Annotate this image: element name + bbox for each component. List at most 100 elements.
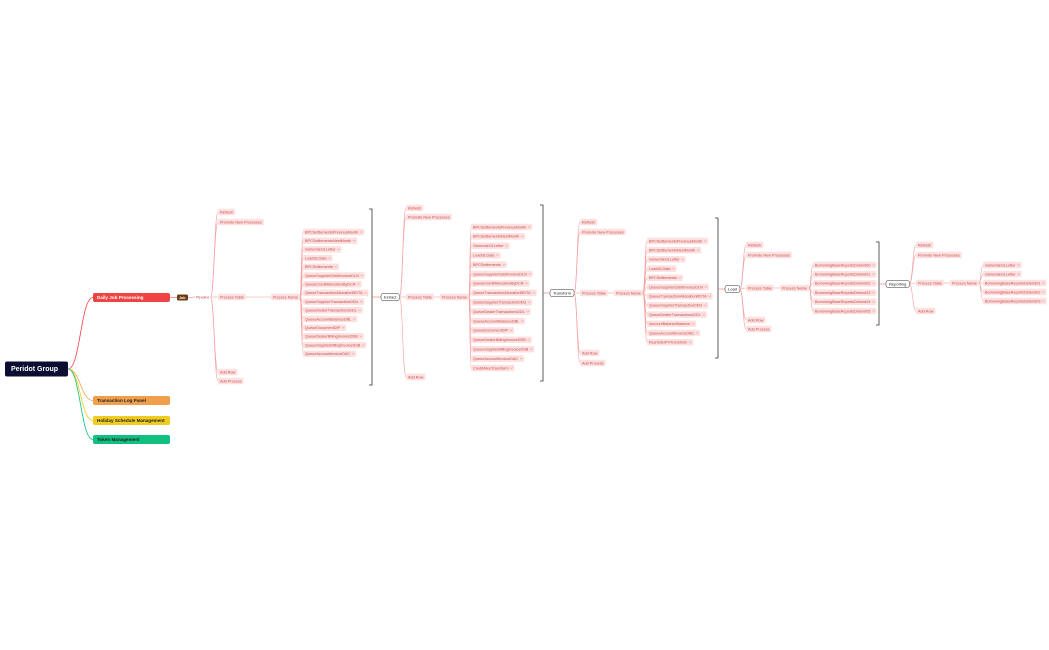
undefined-box xyxy=(303,298,365,305)
chevron-icon xyxy=(337,248,340,251)
undefined-box xyxy=(406,373,426,381)
undefined-box xyxy=(471,251,501,259)
undefined: LoadGLData xyxy=(303,254,333,262)
undefined-box xyxy=(471,242,510,250)
undefined: BorrowingBaseReportsDefund02 xyxy=(813,280,877,287)
undefined: Promote New Processes xyxy=(916,251,962,259)
undefined: BPCSettlementsPreviousMonth xyxy=(647,237,709,245)
chevron-icon xyxy=(1017,264,1020,266)
undefined: Promote New Processes xyxy=(580,228,626,236)
undefined: Process Table xyxy=(580,289,608,297)
stage-hub-label: Pipeline xyxy=(196,295,210,299)
chevron-icon xyxy=(1042,300,1045,302)
undefined: Process Table xyxy=(406,293,434,301)
undefined-box xyxy=(303,289,369,297)
undefined-box xyxy=(471,223,533,231)
connector xyxy=(909,254,917,285)
undefined-label: BorrowingBaseReportsDefund00 xyxy=(815,263,871,267)
branch-node: Transaction Log Panel xyxy=(93,396,170,405)
undefined-box xyxy=(303,254,333,262)
undefined-box xyxy=(471,233,526,240)
undefined-box xyxy=(406,204,424,212)
undefined: QueueAccountInvoiceDAC xyxy=(647,329,701,337)
undefined: Process Name xyxy=(271,293,300,301)
chevron-icon xyxy=(519,357,523,360)
undefined-label: LoadGLData xyxy=(305,256,327,260)
undefined-label: QueueAccountInvoiceDAC xyxy=(649,331,694,335)
undefined-label: QueueAccountBalanceDBL xyxy=(305,317,351,321)
undefined: LoadGLData xyxy=(471,251,501,259)
undefined-label: Add Process xyxy=(748,327,770,331)
undefined: LoadGLData xyxy=(647,265,677,272)
root-node: Peridot Group xyxy=(5,361,68,377)
undefined-box xyxy=(647,256,686,263)
chevron-icon xyxy=(1017,273,1020,275)
chevron-icon xyxy=(520,320,524,322)
undefined-label: BPCSettlementsNextMonth xyxy=(305,239,351,243)
undefined-box xyxy=(303,280,362,288)
undefined-box xyxy=(471,298,533,306)
undefined-box xyxy=(983,261,1022,269)
undefined: QueueDocumentDIP xyxy=(471,327,515,334)
undefined-box xyxy=(647,265,677,272)
undefined-box xyxy=(580,228,626,236)
branch-node-box xyxy=(93,396,170,405)
undefined: BPCSettlementsNextMonth xyxy=(647,246,702,254)
undefined: QueueSupplierDebitInvoiceDLN xyxy=(471,270,533,278)
undefined-label: QueueSupplierDebitInvoiceDLN xyxy=(649,285,703,289)
undefined-box xyxy=(303,272,365,279)
undefined: Refresh xyxy=(746,241,764,249)
connector xyxy=(210,296,219,382)
undefined-label: Add Process xyxy=(582,361,604,365)
undefined-label: BPCSettlements xyxy=(649,276,677,280)
branch-node-box xyxy=(93,416,170,425)
undefined-label: GenerateGLLetter xyxy=(473,244,504,248)
undefined-box xyxy=(813,261,877,269)
undefined: GenerateGLLetter xyxy=(471,242,510,250)
undefined: QueueAccountBalanceDBL xyxy=(303,315,358,323)
chevron-icon xyxy=(696,249,700,252)
undefined-label: QueueSupplierTransactionDDU xyxy=(305,300,359,304)
undefined-box xyxy=(303,246,342,253)
undefined-box xyxy=(471,317,526,325)
chevron-icon xyxy=(359,300,363,303)
undefined: Process Table xyxy=(218,293,246,301)
chevron-icon xyxy=(532,292,535,294)
undefined-box xyxy=(271,293,300,301)
bracket xyxy=(715,217,719,359)
undefined: BorrowingBaseReportsDefund02 xyxy=(983,288,1047,296)
chevron-icon xyxy=(526,310,530,313)
undefined-box xyxy=(303,307,363,314)
undefined-box xyxy=(440,293,469,301)
undefined-label: BorrowingBaseReportsDefund03 xyxy=(985,299,1041,303)
undefined: QueueSupplierBillingInvoiceDSB xyxy=(471,345,535,353)
undefined: CreditAllocTransform xyxy=(471,364,515,372)
undefined: QueueCreditAllocationByDCR xyxy=(471,280,530,287)
undefined-box xyxy=(746,325,772,333)
undefined: GenerateGLLetter xyxy=(647,256,686,263)
undefined-box xyxy=(916,251,962,259)
chevron-icon xyxy=(352,239,356,242)
connector xyxy=(808,287,814,312)
undefined: GenerateGLLetter xyxy=(983,270,1022,278)
undefined-label: BorrowingBaseReportsDefund03 xyxy=(815,291,871,295)
undefined-box xyxy=(916,279,944,287)
undefined-label: QueueDocumentDIP xyxy=(473,329,509,333)
undefined-box xyxy=(218,208,236,216)
chevron-icon xyxy=(695,332,699,334)
undefined-box xyxy=(471,364,515,372)
undefined-box xyxy=(983,279,1047,287)
undefined-box xyxy=(647,237,709,245)
undefined-label: Process Name xyxy=(782,286,807,290)
chevron-icon xyxy=(351,353,355,355)
undefined-box xyxy=(983,288,1047,296)
chevron-icon xyxy=(681,258,684,261)
undefined: Process Name xyxy=(950,279,979,287)
undefined: QueueSupplierBillingInvoiceDSB xyxy=(303,341,367,349)
undefined: Add Row xyxy=(580,349,600,357)
undefined-label: Process Name xyxy=(442,295,467,299)
undefined: BorrowingBaseReportsDefund01 xyxy=(813,270,877,278)
undefined: Refresh xyxy=(580,218,598,226)
undefined-box xyxy=(746,316,766,324)
chevron-icon xyxy=(364,292,367,294)
